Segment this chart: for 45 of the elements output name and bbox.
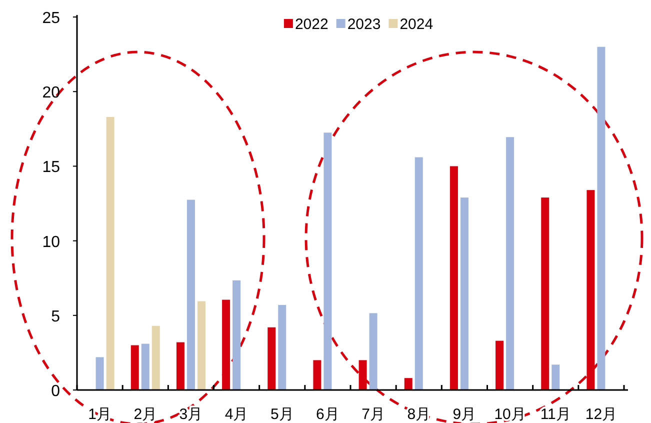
legend-label: 2022 — [294, 16, 328, 33]
bar — [369, 313, 378, 390]
x-tick-label: 7月 — [362, 406, 385, 423]
x-tick-label: 9月 — [452, 406, 476, 423]
bar — [460, 198, 468, 390]
bar — [186, 200, 195, 390]
bar — [324, 132, 332, 390]
y-tick-label: 20 — [42, 84, 60, 102]
y-tick-label: 25 — [42, 10, 60, 27]
bar — [197, 301, 206, 390]
x-tick-label: 12月 — [585, 406, 618, 423]
bar — [130, 345, 139, 390]
bar — [278, 304, 286, 390]
x-tick-label: 6月 — [316, 406, 340, 423]
bar — [152, 326, 160, 390]
y-tick-label: 15 — [42, 159, 60, 176]
bar — [597, 46, 606, 390]
bar — [176, 342, 184, 390]
y-tick-label: 5 — [51, 308, 60, 326]
x-tick-label: 10月 — [494, 406, 526, 423]
bar — [96, 357, 104, 390]
legend-label: 2024 — [400, 16, 434, 33]
x-tick-label: 2月 — [134, 406, 158, 423]
bar — [106, 116, 114, 390]
legend-label: 2023 — [347, 16, 381, 33]
bar — [404, 378, 412, 390]
x-tick-label: 4月 — [224, 406, 248, 423]
bar — [313, 360, 322, 390]
bar — [496, 340, 504, 390]
bar — [450, 166, 458, 390]
x-tick-label: 3月 — [179, 406, 203, 423]
bar — [414, 157, 423, 390]
bar — [552, 364, 560, 390]
bar — [506, 137, 514, 390]
x-tick-label: 5月 — [270, 406, 294, 423]
y-tick-label: 0 — [51, 383, 60, 400]
bar — [358, 360, 367, 390]
y-tick-label: 10 — [42, 234, 60, 251]
bar — [586, 190, 595, 390]
bar — [268, 327, 276, 390]
bar — [222, 300, 230, 390]
bar — [232, 280, 241, 390]
bar — [541, 198, 550, 390]
x-tick-label: 11月 — [540, 406, 571, 423]
bar — [141, 344, 150, 390]
